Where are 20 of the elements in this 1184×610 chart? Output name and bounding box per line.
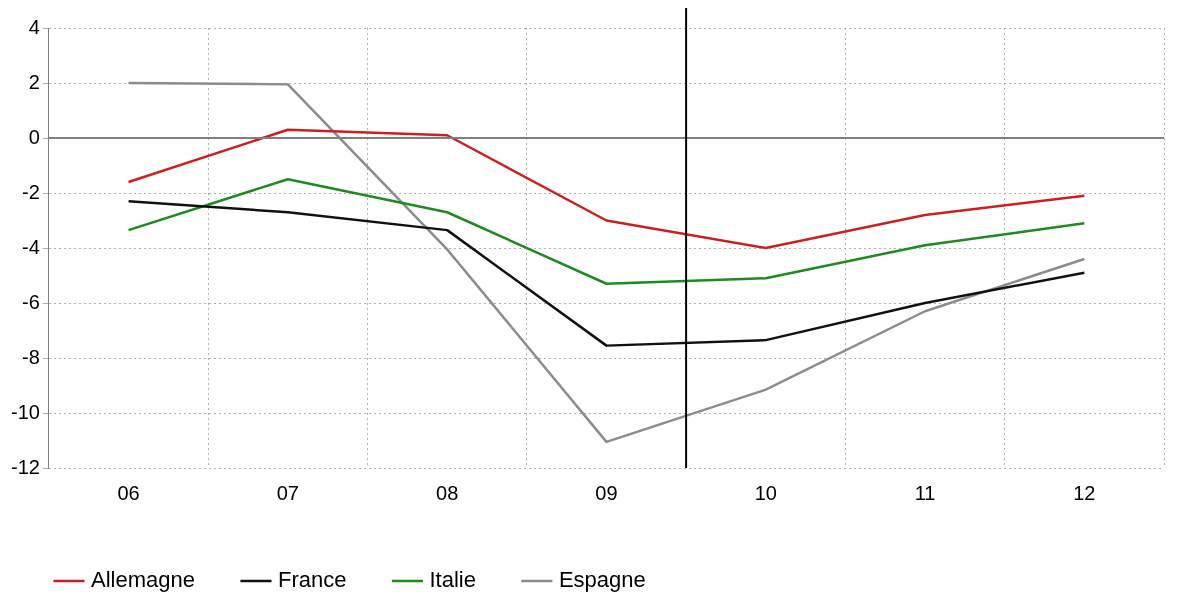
x-tick-label: 06 [117,481,140,504]
y-tick-label: -2 [22,180,40,203]
y-tick-label: -10 [11,400,40,423]
legend-label: France [277,567,347,593]
y-tick-label: -12 [11,455,40,478]
x-tick-label: 10 [754,481,777,504]
x-tick-label: 08 [436,481,459,504]
y-tick-label: 0 [28,125,40,148]
y-tick-label: -8 [22,345,40,368]
y-tick-label: 4 [28,15,40,38]
legend-label: Italie [429,567,476,593]
x-tick-label: 12 [1073,481,1096,504]
legend-label: Allemagne [91,567,195,593]
y-tick-label: -6 [22,290,40,313]
x-tick-label: 09 [595,481,618,504]
legend-label: Espagne [558,567,646,593]
x-tick-label: 11 [914,481,936,504]
y-tick-label: -4 [22,235,40,258]
y-tick-label: 2 [28,70,40,93]
x-tick-label: 07 [276,481,299,504]
